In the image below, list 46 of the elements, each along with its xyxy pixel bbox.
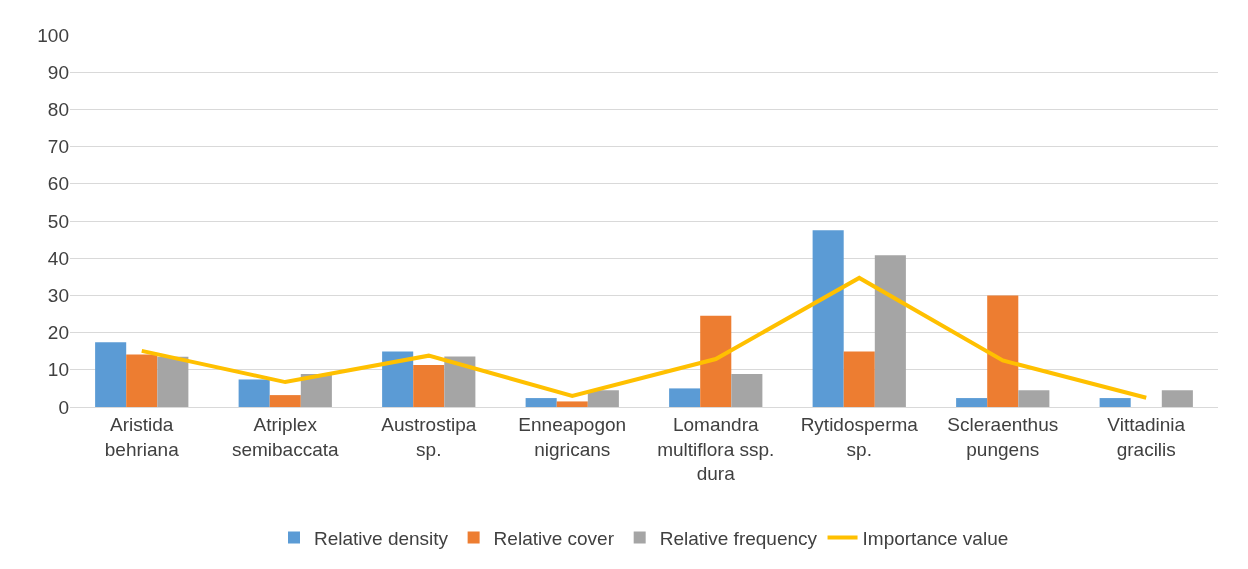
bar	[444, 356, 476, 407]
bar	[1018, 390, 1050, 407]
x-tick-label: Atriplex semibaccata	[231, 413, 340, 460]
bar	[95, 342, 127, 407]
bar	[238, 379, 270, 407]
bar	[812, 230, 844, 407]
y-tick-label: 20	[47, 322, 69, 344]
y-tick-label: 80	[47, 99, 69, 121]
bar	[382, 351, 414, 407]
y-tick-label: 60	[47, 173, 69, 195]
bar	[987, 295, 1019, 407]
bar	[525, 398, 557, 407]
x-tick-label: Rytidosperma sp.	[800, 413, 919, 460]
y-tick-label: 40	[47, 247, 69, 269]
bar	[731, 373, 763, 407]
legend-label: Relative density	[314, 527, 449, 549]
x-tick-label: Aristida behriana	[104, 413, 180, 460]
y-tick-label: 10	[47, 359, 69, 381]
y-tick-label: 0	[58, 396, 69, 418]
bar	[1161, 390, 1193, 407]
x-tick-label: Scleraenthus pungens	[947, 413, 1059, 460]
bar	[956, 398, 988, 407]
legend-label: Relative frequency	[659, 527, 818, 549]
y-tick-label: 30	[47, 285, 69, 307]
bar	[269, 395, 301, 407]
bar	[157, 356, 189, 407]
line-series	[139, 275, 1149, 400]
y-tick-label: 50	[47, 210, 69, 232]
x-tick-label: Vittadinia gracilis	[1107, 413, 1186, 460]
legend-label: Importance value	[862, 527, 1009, 549]
bar	[1099, 398, 1131, 407]
bar	[413, 364, 445, 407]
x-tick-label: Enneapogon nigricans	[518, 413, 627, 460]
legend-label: Relative cover	[493, 527, 615, 549]
y-tick-label: 70	[47, 136, 69, 158]
bar	[587, 390, 619, 407]
bar	[700, 315, 732, 407]
x-tick-label: Lomandra multiflora ssp. dura	[657, 413, 775, 485]
y-tick-label: 90	[47, 61, 69, 83]
x-tick-label: Austrostipa sp.	[381, 413, 477, 460]
bar	[843, 351, 875, 407]
bar	[556, 401, 588, 407]
bar	[874, 255, 906, 407]
bar	[126, 354, 158, 407]
bar	[669, 388, 701, 407]
y-tick-label: 100	[37, 24, 69, 46]
